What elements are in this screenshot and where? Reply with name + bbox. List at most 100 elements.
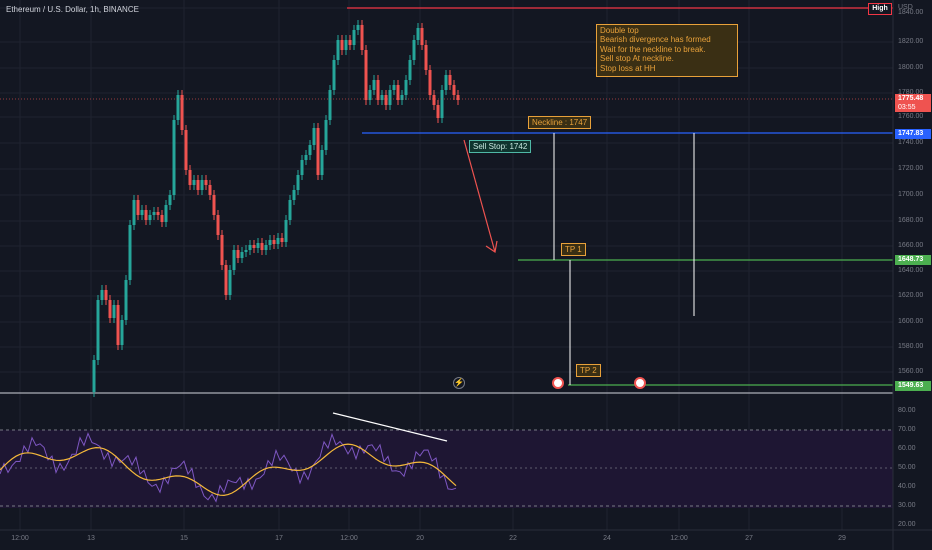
price-tick-label: 1640.00 [898, 267, 924, 274]
time-tick-label: 13 [87, 535, 95, 542]
tp2-tag[interactable]: TP 2 [576, 364, 601, 377]
candle-body [300, 160, 304, 175]
current-price: 1775.48 [898, 95, 924, 102]
flag-icon[interactable] [634, 377, 646, 389]
note-line: Wait for the neckline to break. [600, 44, 706, 54]
candle-body [196, 180, 200, 190]
candle-body [380, 95, 384, 100]
annotation-note[interactable]: Double top Bearish divergence has formed… [596, 24, 738, 77]
high-label: High [868, 3, 892, 15]
candle-body [316, 128, 320, 175]
symbol-title[interactable]: Ethereum / U.S. Dollar, 1h, BINANCE [6, 5, 139, 14]
candle-body [120, 320, 124, 345]
price-tick-label: 1580.00 [898, 343, 924, 350]
candle-body [144, 210, 148, 220]
candle-body [288, 200, 292, 220]
candle-body [268, 240, 272, 245]
candle-body [396, 85, 400, 100]
note-line: Bearish divergence has formed [600, 35, 711, 45]
candle-body [220, 235, 224, 265]
candle-body [108, 300, 112, 318]
candle-body [312, 128, 316, 145]
candle-body [124, 280, 128, 320]
bearish-arrow[interactable] [463, 139, 496, 253]
currency-label: USD [898, 4, 913, 11]
price-tick-label: 1680.00 [898, 217, 924, 224]
candle-body [240, 252, 244, 258]
current-price-badge: 1775.48 03:55 [895, 94, 931, 112]
candle-body [236, 250, 240, 258]
candle-body [284, 220, 288, 242]
candle-body [432, 95, 436, 105]
candle-body [448, 75, 452, 85]
candle-body [348, 40, 352, 45]
candle-body [136, 200, 140, 215]
candle-body [332, 60, 336, 90]
candle-body [444, 75, 448, 90]
candle-body [176, 95, 180, 120]
candle-body [128, 225, 132, 280]
candle-body [232, 250, 236, 270]
time-tick-label: 12:00 [670, 535, 688, 542]
candle-body [248, 245, 252, 250]
countdown: 03:55 [898, 104, 916, 111]
candle-body [160, 215, 164, 222]
candle-body [112, 305, 116, 318]
candle-body [456, 95, 460, 100]
candle-body [404, 80, 408, 95]
neckline-tag[interactable]: Neckline : 1747 [528, 116, 592, 129]
candle-body [192, 180, 196, 185]
candle-body [212, 195, 216, 215]
candle-body [416, 28, 420, 40]
rsi-tick-label: 50.00 [898, 464, 916, 471]
candle-body [156, 212, 160, 215]
time-tick-label: 29 [838, 535, 846, 542]
candle-body [276, 238, 280, 244]
note-line: Stop loss at HH [600, 63, 656, 73]
candle-body [208, 185, 212, 195]
price-tick-label: 1560.00 [898, 368, 924, 375]
candle-body [336, 40, 340, 60]
candle-body [388, 90, 392, 105]
sell-stop-tag[interactable]: Sell Stop: 1742 [469, 140, 532, 153]
time-tick-label: 12:00 [340, 535, 358, 542]
price-tick-label: 1820.00 [898, 38, 924, 45]
candle-body [424, 45, 428, 70]
candle-body [440, 90, 444, 118]
candle-body [436, 105, 440, 118]
candle-body [352, 30, 356, 45]
price-tick-label: 1760.00 [898, 113, 924, 120]
candle-body [224, 265, 228, 295]
candle-body [308, 145, 312, 155]
arrow-head-icon [485, 240, 498, 254]
candle-body [168, 195, 172, 205]
time-tick-label: 27 [745, 535, 753, 542]
candle-body [344, 40, 348, 50]
candle-body [428, 70, 432, 95]
rsi-divergence-line[interactable] [332, 412, 448, 442]
candle-body [392, 85, 396, 90]
rsi-tick-label: 40.00 [898, 483, 916, 490]
flag-icon[interactable] [552, 377, 564, 389]
candle-body [132, 200, 136, 225]
tp1-price-badge: 1648.73 [895, 255, 931, 265]
candle-body [320, 150, 324, 175]
lightning-icon[interactable]: ⚡ [453, 377, 465, 389]
candle-body [96, 300, 100, 360]
candle-body [452, 85, 456, 95]
time-tick-label: 24 [603, 535, 611, 542]
candle-body [264, 245, 268, 250]
time-tick-label: 15 [180, 535, 188, 542]
candle-body [304, 155, 308, 160]
tp2-price-badge: 1549.63 [895, 381, 931, 391]
price-tick-label: 1600.00 [898, 318, 924, 325]
candle-body [252, 245, 256, 248]
candle-body [152, 212, 156, 215]
price-tick-label: 1740.00 [898, 139, 924, 146]
price-tick-label: 1800.00 [898, 64, 924, 71]
note-line: Double top [600, 26, 639, 35]
tp1-tag[interactable]: TP 1 [561, 243, 586, 256]
candle-body [260, 243, 264, 250]
candle-body [356, 25, 360, 30]
